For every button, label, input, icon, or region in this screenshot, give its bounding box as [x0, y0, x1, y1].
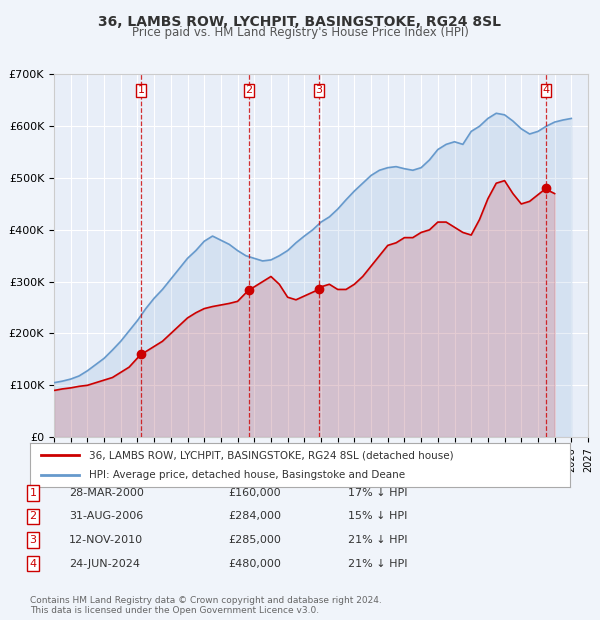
- Text: 24-JUN-2024: 24-JUN-2024: [69, 559, 140, 569]
- Text: 21% ↓ HPI: 21% ↓ HPI: [348, 559, 407, 569]
- Text: £160,000: £160,000: [228, 488, 281, 498]
- Text: 3: 3: [29, 535, 37, 545]
- Text: HPI: Average price, detached house, Basingstoke and Deane: HPI: Average price, detached house, Basi…: [89, 469, 406, 479]
- Text: 2: 2: [245, 86, 253, 95]
- Text: 17% ↓ HPI: 17% ↓ HPI: [348, 488, 407, 498]
- Text: 36, LAMBS ROW, LYCHPIT, BASINGSTOKE, RG24 8SL: 36, LAMBS ROW, LYCHPIT, BASINGSTOKE, RG2…: [98, 16, 502, 30]
- Text: 12-NOV-2010: 12-NOV-2010: [69, 535, 143, 545]
- Text: 4: 4: [29, 559, 37, 569]
- Text: Contains HM Land Registry data © Crown copyright and database right 2024.
This d: Contains HM Land Registry data © Crown c…: [30, 596, 382, 615]
- Text: 3: 3: [316, 86, 322, 95]
- Text: 31-AUG-2006: 31-AUG-2006: [69, 512, 143, 521]
- Text: £285,000: £285,000: [228, 535, 281, 545]
- Text: Price paid vs. HM Land Registry's House Price Index (HPI): Price paid vs. HM Land Registry's House …: [131, 26, 469, 39]
- Text: 1: 1: [137, 86, 145, 95]
- Text: 21% ↓ HPI: 21% ↓ HPI: [348, 535, 407, 545]
- Text: 36, LAMBS ROW, LYCHPIT, BASINGSTOKE, RG24 8SL (detached house): 36, LAMBS ROW, LYCHPIT, BASINGSTOKE, RG2…: [89, 451, 454, 461]
- Text: £284,000: £284,000: [228, 512, 281, 521]
- Text: 15% ↓ HPI: 15% ↓ HPI: [348, 512, 407, 521]
- Text: 2: 2: [29, 512, 37, 521]
- Text: 28-MAR-2000: 28-MAR-2000: [69, 488, 144, 498]
- Text: 1: 1: [29, 488, 37, 498]
- Text: £480,000: £480,000: [228, 559, 281, 569]
- Text: 4: 4: [542, 86, 550, 95]
